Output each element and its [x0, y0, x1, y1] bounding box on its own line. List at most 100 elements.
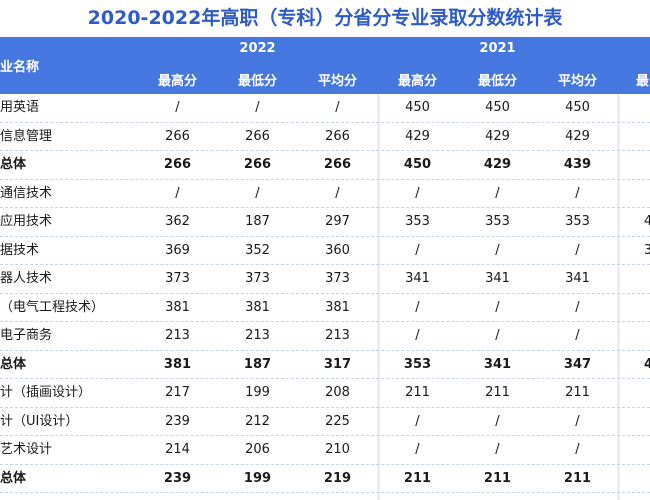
major-name-cell: 信息管理 — [0, 128, 53, 144]
score-2021-avg: / — [575, 328, 580, 343]
table-row: 电子商务 213 213 213 / / / — [0, 322, 650, 351]
score-2022-avg: 360 — [325, 242, 350, 258]
table-row: （电气工程技术） 381 381 381 / / / — [0, 294, 650, 322]
major-name-header: 业名称 — [0, 60, 40, 75]
score-2022-avg: 219 — [323, 470, 352, 486]
score-2022-max: 217 — [165, 385, 190, 400]
major-name-cell: 通信技术 — [0, 185, 53, 201]
major-name-cell: 计（插画设计） — [0, 385, 92, 400]
score-2022-avg: 266 — [323, 157, 352, 172]
col-2022-max: 最高分 — [157, 74, 197, 89]
score-2022-avg: 297 — [325, 214, 350, 229]
major-name-cell: 艺术设计 — [0, 442, 53, 457]
score-2022-min: 199 — [245, 385, 270, 400]
score-2021-avg: 347 — [563, 356, 592, 372]
score-2022-avg: 266 — [325, 128, 350, 144]
score-2022-max: 362 — [165, 214, 190, 229]
score-2021-avg: / — [575, 299, 580, 315]
score-2022-avg: 210 — [325, 442, 350, 457]
score-2021-min: 429 — [485, 128, 510, 144]
score-2021-max: / — [415, 328, 420, 343]
major-name-cell: 应用技术 — [0, 214, 53, 229]
total-row: 总体 381 187 317 353 341 347 4 — [0, 351, 650, 379]
score-2022-min: 199 — [243, 470, 272, 486]
score-2021-max: / — [415, 442, 420, 457]
score-2020-max-partial: 3 — [644, 242, 650, 258]
score-2021-max: 353 — [403, 356, 432, 372]
score-2020-max-partial: 4 — [644, 214, 650, 229]
score-2022-min: / — [255, 100, 260, 115]
major-name-cell: 总体 — [0, 470, 27, 486]
table-row: 据技术 369 352 360 / / / 3 — [0, 237, 650, 265]
col-2021-avg: 平均分 — [557, 74, 597, 89]
score-2021-min: / — [495, 442, 500, 457]
score-2021-avg: 429 — [565, 128, 590, 144]
table-row: 艺术设计 214 206 210 / / / — [0, 436, 650, 465]
score-2021-avg: 211 — [565, 385, 590, 400]
table-row: 信息管理 266 266 266 429 429 429 — [0, 123, 650, 151]
score-2021-avg: / — [575, 413, 580, 429]
score-2021-min: / — [495, 242, 500, 258]
column-divider — [617, 94, 620, 500]
score-2021-min: 341 — [483, 356, 512, 372]
major-name-cell: 器人技术 — [0, 271, 53, 286]
score-2022-avg: 225 — [325, 413, 350, 429]
score-2021-avg: 450 — [565, 100, 590, 115]
table-row: 计（UI设计） 239 212 225 / / / — [0, 408, 650, 436]
score-2021-max: 341 — [405, 271, 430, 286]
score-2022-min: 381 — [245, 299, 270, 315]
score-2022-max: 369 — [165, 242, 190, 258]
major-name-cell: 计（UI设计） — [0, 413, 79, 429]
year-2022-header: 2022 — [239, 41, 276, 56]
score-2021-max: 429 — [405, 128, 430, 144]
col-2021-min: 最低分 — [477, 74, 517, 89]
table-row: 计（插画设计） 217 199 208 211 211 211 — [0, 379, 650, 408]
table-row: 应用技术 362 187 297 353 353 353 4 — [0, 208, 650, 237]
score-2022-max: 266 — [165, 128, 190, 144]
score-2022-avg: 213 — [325, 328, 350, 343]
score-2022-min: 187 — [243, 356, 272, 372]
score-2022-max: 239 — [165, 413, 190, 429]
column-divider — [377, 94, 380, 500]
score-2021-max: / — [415, 413, 420, 429]
major-name-cell: （电气工程技术） — [0, 299, 105, 315]
col-2022-avg: 平均分 — [317, 74, 357, 89]
score-2021-max: / — [415, 299, 420, 315]
score-2021-avg: 211 — [563, 470, 592, 486]
score-2021-min: 429 — [483, 157, 512, 172]
score-2021-max: / — [415, 185, 420, 201]
score-2021-avg: / — [575, 242, 580, 258]
score-2022-min: 373 — [245, 271, 270, 286]
year-2021-header: 2021 — [479, 41, 516, 56]
score-2022-min: / — [255, 185, 260, 201]
table-row: 通信技术 / / / / / / — [0, 180, 650, 208]
score-2021-min: 211 — [485, 385, 510, 400]
score-2021-min: 353 — [485, 214, 510, 229]
score-2021-max: 450 — [405, 100, 430, 115]
major-name-cell: 用英语 — [0, 100, 40, 115]
score-2022-max: 239 — [163, 470, 192, 486]
page-title: 2020-2022年高职（专科）分省分专业录取分数统计表 — [87, 7, 563, 29]
table-row: 用英语 / / / 450 450 450 — [0, 94, 650, 123]
col-2020-max-partial: 最 — [636, 74, 650, 89]
score-2022-max: 266 — [163, 157, 192, 172]
score-2022-max: 381 — [163, 356, 192, 372]
major-name-cell: 电子商务 — [0, 328, 53, 343]
score-2021-max: 353 — [405, 214, 430, 229]
score-2022-max: 373 — [165, 271, 190, 286]
score-2021-max: 211 — [403, 470, 432, 486]
score-2022-max: / — [175, 100, 180, 115]
score-2022-min: 352 — [245, 242, 270, 258]
total-row: 总体 266 266 266 450 429 439 — [0, 151, 650, 180]
major-name-cell: 据技术 — [0, 242, 40, 258]
score-2022-avg: 381 — [325, 299, 350, 315]
score-2021-max: / — [415, 242, 420, 258]
table-row: 器人技术 373 373 373 341 341 341 — [0, 265, 650, 294]
score-2021-avg: / — [575, 185, 580, 201]
score-2021-avg: 353 — [565, 214, 590, 229]
total-row: 总体 239 199 219 211 211 211 — [0, 465, 650, 493]
score-2022-avg: 208 — [325, 385, 350, 400]
col-2022-min: 最低分 — [237, 74, 277, 89]
score-2021-min: 341 — [485, 271, 510, 286]
score-2021-min: / — [495, 413, 500, 429]
